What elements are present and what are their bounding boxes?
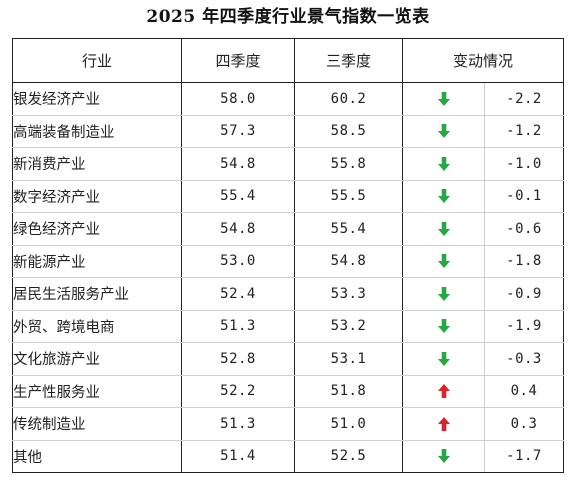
arrow-down-icon (437, 124, 450, 139)
arrow-down-icon (437, 449, 450, 464)
industry-cell: 新能源产业 (12, 245, 182, 278)
table-header-row: 行业 四季度 三季度 变动情况 (12, 38, 564, 83)
direction-cell (402, 342, 485, 376)
direction-cell (402, 115, 485, 148)
change-value-cell: -1.0 (484, 147, 564, 181)
table-row: 其他 51.4 52.5 -1.7 (12, 440, 564, 473)
arrow-down-icon (437, 286, 450, 301)
q3-value-cell: 55.5 (294, 180, 403, 213)
q3-value-cell: 52.5 (294, 440, 403, 473)
table-row: 新能源产业 53.0 54.8 -1.8 (12, 245, 564, 278)
q4-value-cell: 57.3 (181, 115, 295, 148)
direction-cell (402, 147, 485, 181)
q4-value-cell: 51.3 (181, 407, 295, 441)
index-table: 行业 四季度 三季度 变动情况 银发经济产业 58.0 60.2 -2.2 高端装备制造… (12, 38, 564, 473)
q3-value-cell: 55.8 (294, 147, 403, 181)
q3-value-cell: 53.2 (294, 310, 403, 343)
change-value-cell: 0.3 (484, 407, 564, 441)
change-value-cell: -0.6 (484, 212, 564, 246)
arrow-down-icon (437, 254, 450, 269)
q4-value-cell: 54.8 (181, 147, 295, 181)
change-value-cell: -0.1 (484, 180, 564, 213)
table-row: 文化旅游产业 52.8 53.1 -0.3 (12, 342, 564, 376)
change-value-cell: -1.2 (484, 115, 564, 148)
industry-cell: 新消费产业 (12, 147, 182, 181)
direction-cell (402, 277, 485, 311)
column-header-change: 变动情况 (402, 38, 564, 83)
q3-value-cell: 51.8 (294, 375, 403, 408)
q3-value-cell: 54.8 (294, 245, 403, 278)
change-value-cell: 0.4 (484, 375, 564, 408)
table-row: 新消费产业 54.8 55.8 -1.0 (12, 147, 564, 181)
arrow-up-icon (437, 416, 450, 431)
q4-value-cell: 51.3 (181, 310, 295, 343)
arrow-down-icon (437, 351, 450, 366)
q3-value-cell: 53.1 (294, 342, 403, 376)
q3-value-cell: 51.0 (294, 407, 403, 441)
q3-value-cell: 60.2 (294, 82, 403, 116)
arrow-down-icon (437, 319, 450, 334)
direction-cell (402, 440, 485, 473)
q4-value-cell: 55.4 (181, 180, 295, 213)
table-row: 外贸、跨境电商 51.3 53.2 -1.9 (12, 310, 564, 343)
change-value-cell: -2.2 (484, 82, 564, 116)
arrow-down-icon (437, 189, 450, 204)
industry-cell: 其他 (12, 440, 182, 473)
table-row: 数字经济产业 55.4 55.5 -0.1 (12, 180, 564, 213)
direction-cell (402, 407, 485, 441)
q3-value-cell: 55.4 (294, 212, 403, 246)
table-row: 传统制造业 51.3 51.0 0.3 (12, 407, 564, 441)
q4-value-cell: 52.2 (181, 375, 295, 408)
page-title: 2025 年四季度行业景气指数一览表 (146, 7, 430, 27)
q4-value-cell: 58.0 (181, 82, 295, 116)
industry-cell: 高端装备制造业 (12, 115, 182, 148)
industry-cell: 银发经济产业 (12, 82, 182, 116)
direction-cell (402, 212, 485, 246)
industry-cell: 绿色经济产业 (12, 212, 182, 246)
table-row: 居民生活服务产业 52.4 53.3 -0.9 (12, 277, 564, 311)
industry-cell: 传统制造业 (12, 407, 182, 441)
industry-cell: 文化旅游产业 (12, 342, 182, 376)
arrow-up-icon (437, 384, 450, 399)
arrow-down-icon (437, 91, 450, 106)
direction-cell (402, 310, 485, 343)
change-value-cell: -0.9 (484, 277, 564, 311)
q4-value-cell: 51.4 (181, 440, 295, 473)
table-row: 银发经济产业 58.0 60.2 -2.2 (12, 82, 564, 116)
column-header-q4: 四季度 (181, 38, 295, 83)
q4-value-cell: 53.0 (181, 245, 295, 278)
column-header-q3: 三季度 (294, 38, 403, 83)
q4-value-cell: 52.8 (181, 342, 295, 376)
table-body: 银发经济产业 58.0 60.2 -2.2 高端装备制造业 57.3 58.5 -1.2 新消费… (12, 82, 564, 473)
change-value-cell: -1.8 (484, 245, 564, 278)
change-value-cell: -1.9 (484, 310, 564, 343)
arrow-down-icon (437, 156, 450, 171)
industry-cell: 生产性服务业 (12, 375, 182, 408)
q4-value-cell: 54.8 (181, 212, 295, 246)
direction-cell (402, 375, 485, 408)
industry-cell: 居民生活服务产业 (12, 277, 182, 311)
column-header-industry: 行业 (12, 38, 182, 83)
arrow-down-icon (437, 221, 450, 236)
q4-value-cell: 52.4 (181, 277, 295, 311)
change-value-cell: -1.7 (484, 440, 564, 473)
q3-value-cell: 58.5 (294, 115, 403, 148)
direction-cell (402, 180, 485, 213)
industry-cell: 数字经济产业 (12, 180, 182, 213)
table-row: 生产性服务业 52.2 51.8 0.4 (12, 375, 564, 408)
q3-value-cell: 53.3 (294, 277, 403, 311)
industry-cell: 外贸、跨境电商 (12, 310, 182, 343)
table-row: 高端装备制造业 57.3 58.5 -1.2 (12, 115, 564, 148)
direction-cell (402, 82, 485, 116)
table-row: 绿色经济产业 54.8 55.4 -0.6 (12, 212, 564, 246)
direction-cell (402, 245, 485, 278)
change-value-cell: -0.3 (484, 342, 564, 376)
